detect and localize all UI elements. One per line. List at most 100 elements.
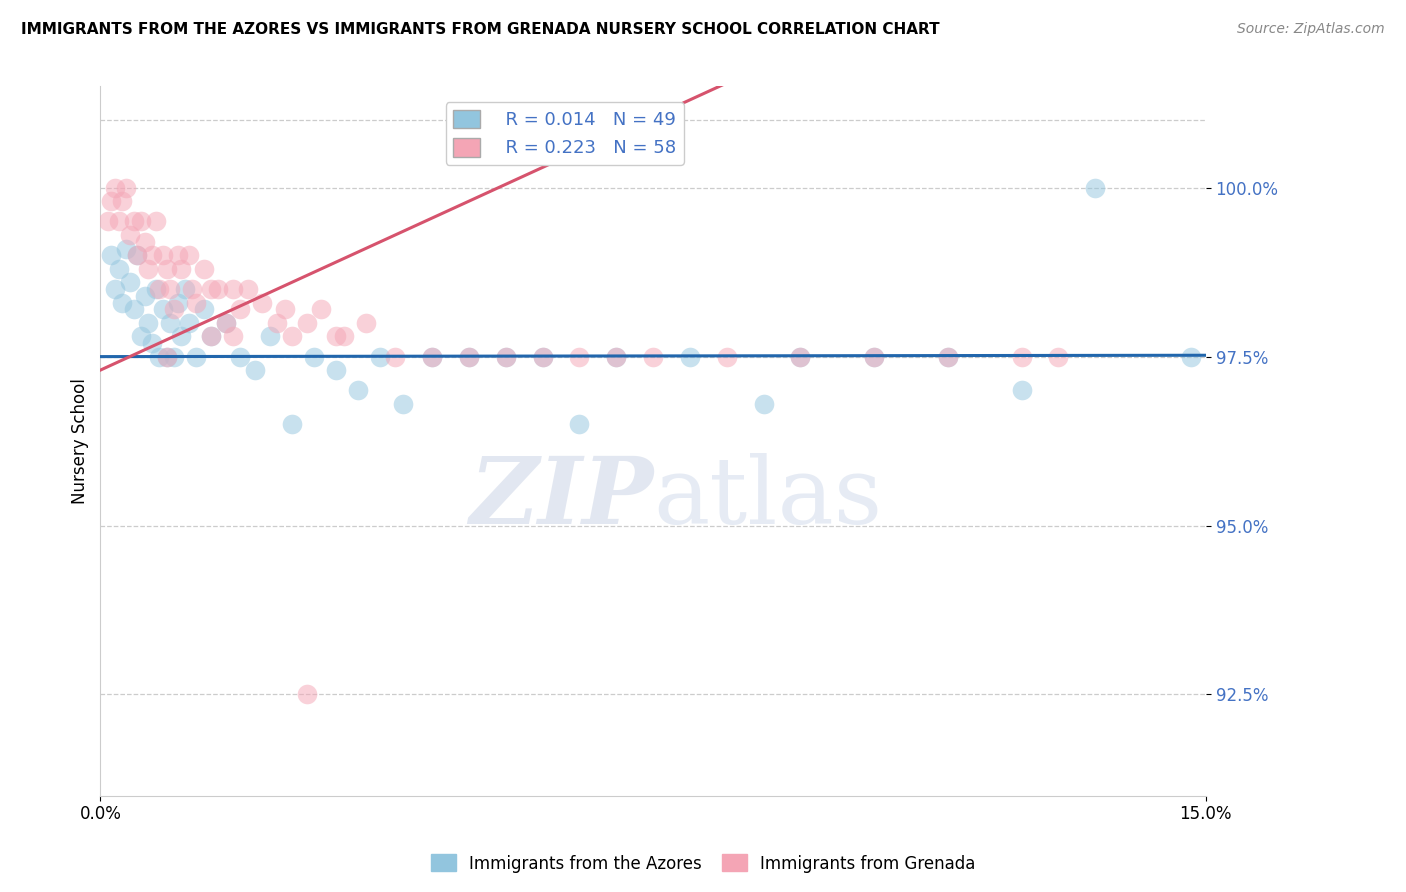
Point [100,194,122,209]
Point [354,316,377,330]
Point [122,302,145,317]
Point [156,261,179,276]
Point [156,350,179,364]
Point [295,316,318,330]
Point [148,282,170,296]
Point [325,363,347,377]
Point [129,214,152,228]
Point [200,329,222,343]
Point [107,214,129,228]
Point [495,350,517,364]
Point [118,227,141,242]
Point [97,214,120,228]
Point [177,316,200,330]
Point [1011,384,1033,398]
Point [370,350,392,364]
Point [229,302,252,317]
Point [531,350,554,364]
Point [1011,350,1033,364]
Point [166,295,188,310]
Point [1084,180,1107,194]
Point [420,350,443,364]
Point [605,350,627,364]
Point [332,329,354,343]
Point [1047,350,1070,364]
Text: ZIP: ZIP [468,453,652,543]
Point [259,329,281,343]
Point [281,417,304,432]
Point [145,282,167,296]
Point [152,302,174,317]
Point [752,397,775,411]
Point [789,350,811,364]
Point [136,261,159,276]
Point [174,282,197,296]
Point [141,336,163,351]
Point [111,295,134,310]
Point [222,282,245,296]
Text: IMMIGRANTS FROM THE AZORES VS IMMIGRANTS FROM GRENADA NURSERY SCHOOL CORRELATION: IMMIGRANTS FROM THE AZORES VS IMMIGRANTS… [21,22,939,37]
Point [127,248,149,262]
Point [134,235,156,249]
Point [457,350,479,364]
Point [111,194,134,209]
Point [281,329,304,343]
Point [107,261,129,276]
Point [207,282,229,296]
Point [152,248,174,262]
Point [252,295,274,310]
Point [200,329,222,343]
Point [531,350,554,364]
Point [148,350,170,364]
Point [420,350,443,364]
Point [347,384,370,398]
Point [163,302,186,317]
Point [177,248,200,262]
Point [568,417,591,432]
Point [186,295,208,310]
Point [115,180,138,194]
Point [193,302,215,317]
Point [936,350,959,364]
Point [716,350,738,364]
Point [214,316,236,330]
Point [222,329,245,343]
Point [166,248,188,262]
Point [186,350,208,364]
Point [159,282,181,296]
Point [214,316,236,330]
Point [181,282,204,296]
Point [266,316,288,330]
Point [122,214,145,228]
Point [273,302,295,317]
Point [136,316,159,330]
Point [118,275,141,289]
Point [229,350,252,364]
Legend:   R = 0.014   N = 49,   R = 0.223   N = 58: R = 0.014 N = 49, R = 0.223 N = 58 [446,103,683,165]
Text: Source: ZipAtlas.com: Source: ZipAtlas.com [1237,22,1385,37]
Point [236,282,259,296]
Point [170,261,193,276]
Point [1180,350,1202,364]
Point [141,248,163,262]
Point [129,329,152,343]
Point [115,242,138,256]
Point [200,282,222,296]
Point [568,350,591,364]
Point [145,214,167,228]
Legend: Immigrants from the Azores, Immigrants from Grenada: Immigrants from the Azores, Immigrants f… [425,847,981,880]
Point [243,363,266,377]
Point [863,350,886,364]
Point [495,350,517,364]
Point [295,687,318,701]
Point [789,350,811,364]
Point [457,350,479,364]
Point [641,350,664,364]
Y-axis label: Nursery School: Nursery School [72,378,89,504]
Point [863,350,886,364]
Point [100,248,122,262]
Point [325,329,347,343]
Point [391,397,413,411]
Point [159,316,181,330]
Point [193,261,215,276]
